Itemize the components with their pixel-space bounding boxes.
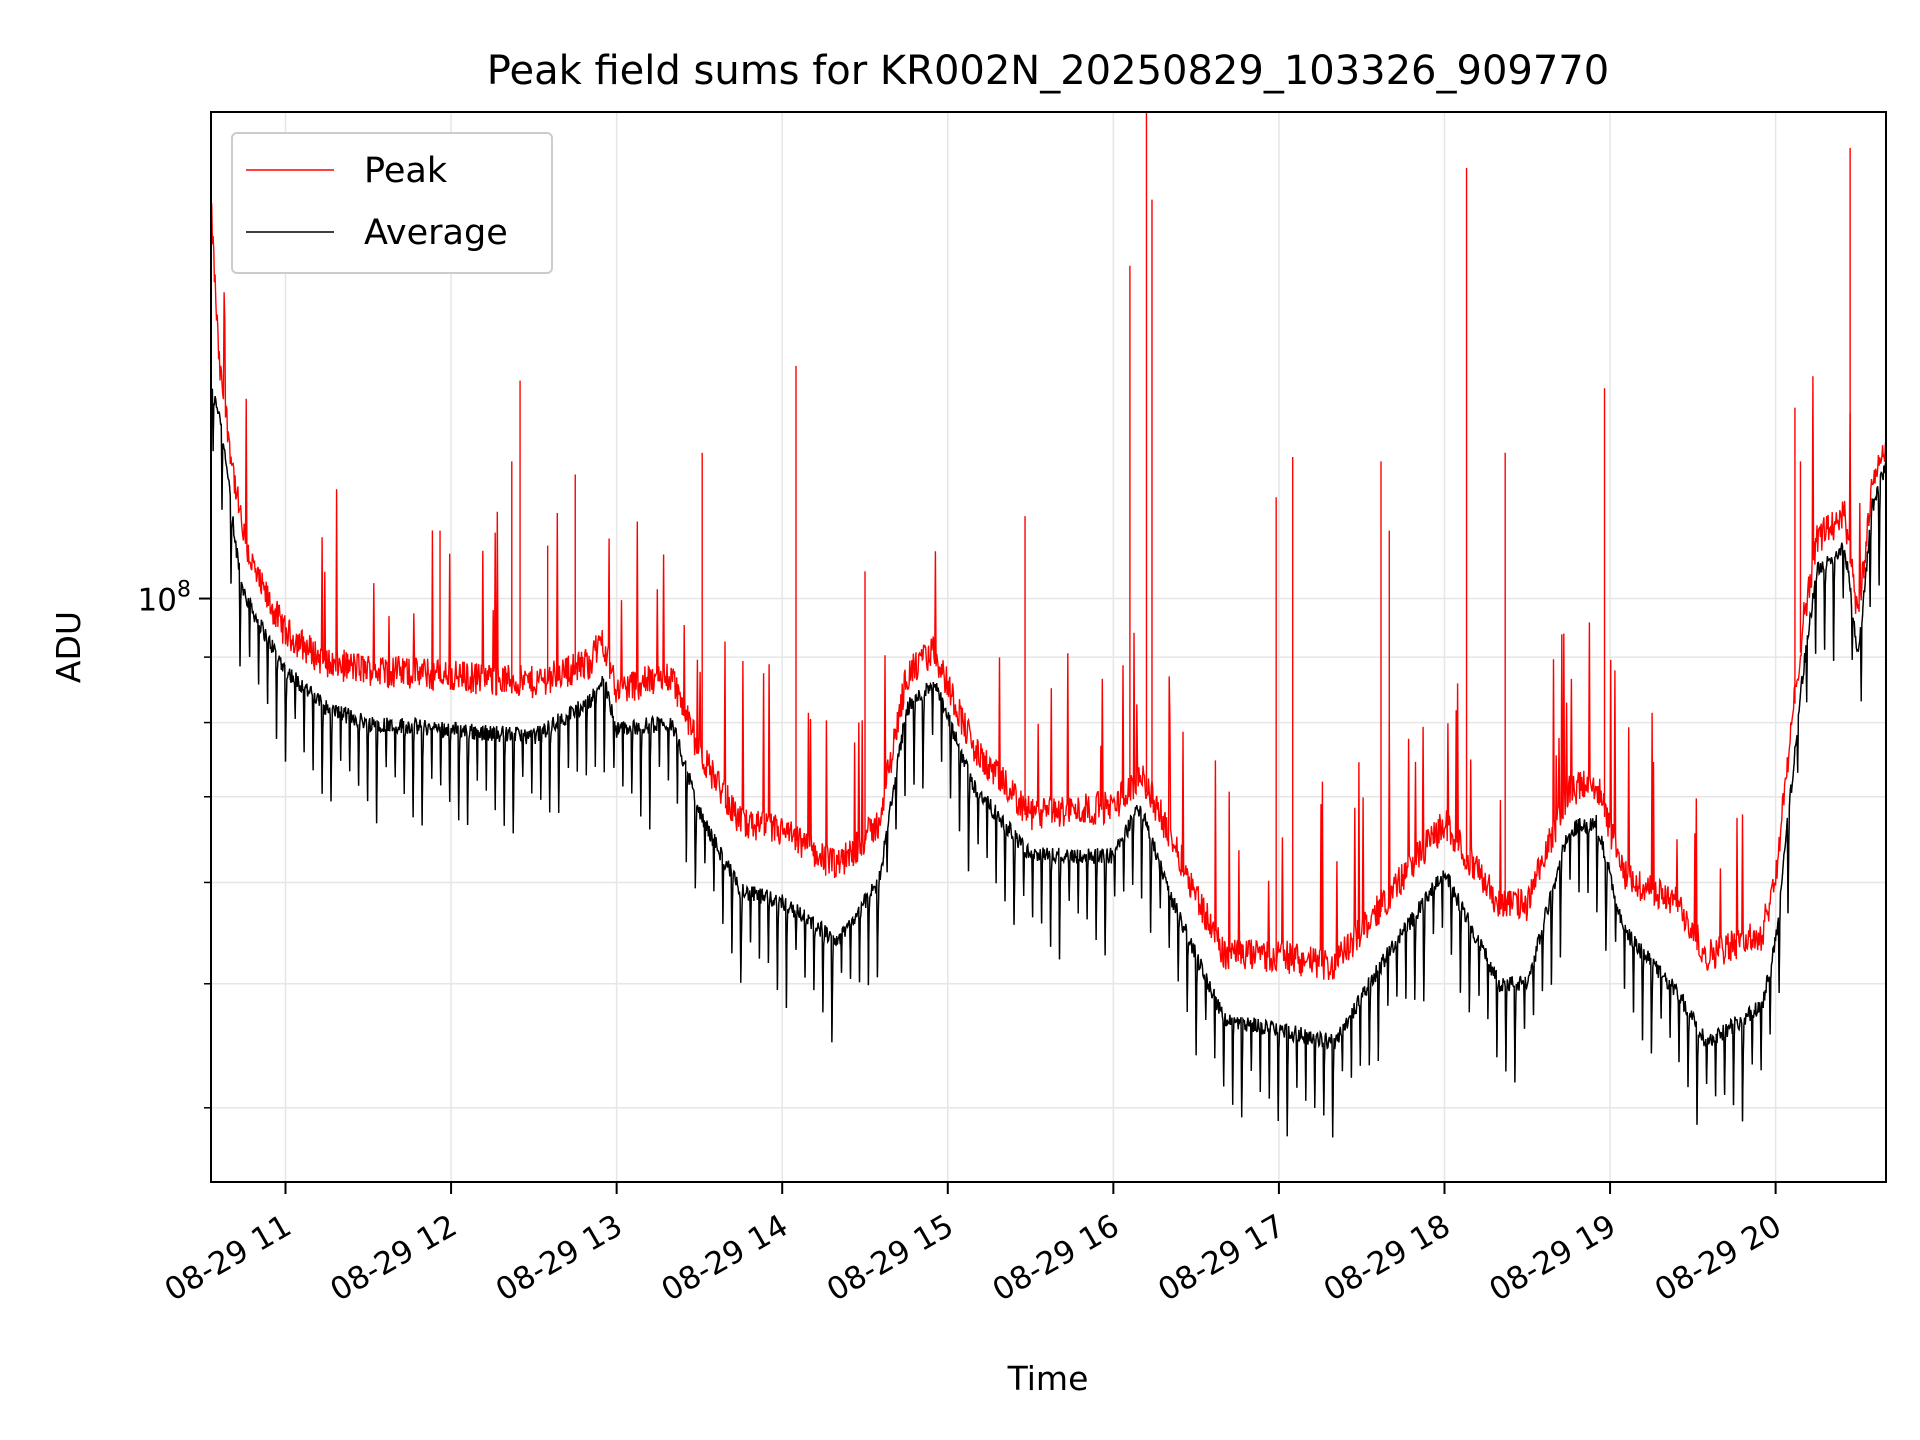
legend-box: [231, 132, 553, 274]
series-line-average-overlay: [211, 388, 1886, 1138]
series-line-peak: [211, 201, 1886, 981]
legend-label-average: Average: [364, 213, 508, 253]
grid: [211, 112, 1886, 1182]
legend: Peak Average: [231, 132, 553, 274]
x-axis-label: Time: [1007, 1359, 1089, 1398]
legend-label-peak: Peak: [364, 151, 448, 191]
y-tick-label: 108: [138, 578, 191, 619]
plot-frame: [210, 111, 1887, 1183]
y-axis: 108: [138, 578, 211, 1109]
chart-title: Peak field sums for KR002N_20250829_1033…: [487, 48, 1609, 94]
y-axis-label: ADU: [49, 611, 88, 683]
